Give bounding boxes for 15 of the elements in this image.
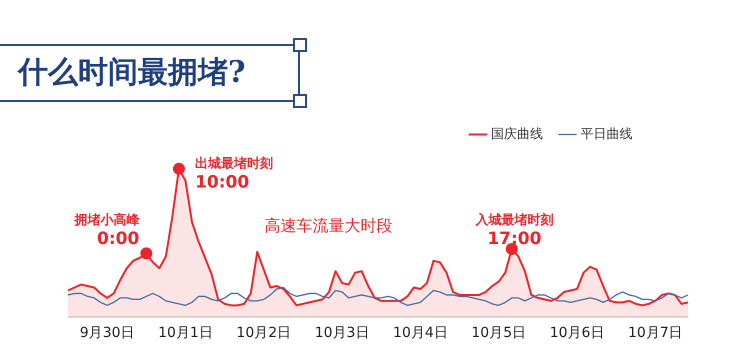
x-tick-label: 10月3日 — [314, 325, 370, 342]
x-tick-label: 10月1日 — [158, 325, 213, 342]
annotation: 入城最堵时刻 17:00 — [474, 212, 554, 250]
x-tick-label: 10月5日 — [471, 325, 526, 342]
x-tick-label: 10月2日 — [236, 325, 292, 342]
annotation: 拥堵小高峰 0:00 — [73, 212, 140, 250]
x-tick-label: 9月30日 — [80, 325, 135, 342]
x-tick-label: 10月4日 — [393, 325, 448, 342]
legend-label: 国庆曲线 — [491, 126, 543, 142]
chart-title: 什么时间最拥堵? — [0, 44, 300, 102]
annotation: 高速车流量大时段 — [264, 216, 392, 235]
x-tick-label: 10月7日 — [628, 325, 683, 342]
legend-label: 平日曲线 — [580, 126, 632, 142]
x-tick-label: 10月6日 — [550, 325, 604, 342]
annotation: 出城最堵时刻 10:00 — [195, 156, 274, 193]
